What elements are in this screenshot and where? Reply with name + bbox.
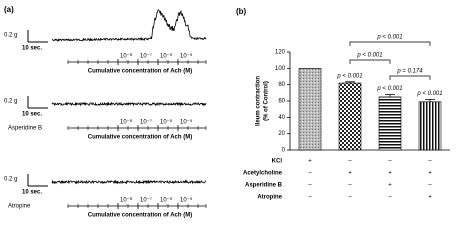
p-value-label: p < 0.001 [416, 91, 442, 97]
p-value-label: p < 0.001 [376, 86, 402, 92]
panel-label: (b) [236, 7, 247, 16]
treatment-cell: – [348, 183, 352, 189]
treatment-cell: – [428, 183, 432, 189]
treatment-cell: – [308, 171, 312, 177]
scale-y-label: 0.2 g [4, 177, 17, 183]
tick-label: 10⁻⁵ [180, 53, 193, 60]
y-tick-label: 120 [275, 50, 286, 56]
scale-x-label: 10 sec. [22, 46, 42, 52]
treatment-cell: – [428, 159, 432, 165]
treatment-cell: + [428, 195, 432, 201]
comparison-bracket [389, 75, 431, 80]
treatment-row-label: Acetylcholine [243, 171, 283, 177]
y-tick-label: 20 [278, 131, 285, 137]
y-axis-label: Ileum contraction [256, 76, 262, 126]
y-tick-label: 40 [278, 115, 285, 121]
bar [338, 82, 362, 151]
treatment-cell: – [348, 159, 352, 165]
treatment-cell: + [388, 183, 392, 189]
trace [51, 9, 207, 42]
scale-x-label: 10 sec. [22, 112, 42, 118]
tick-label: 10⁻⁷ [140, 197, 152, 204]
x-axis-label: Cumulative concentration of Ach (M) [88, 135, 192, 141]
tick-label: 10⁻⁶ [160, 197, 173, 204]
treatment-cell: + [308, 159, 312, 165]
figure: (a) (b) 0.2 g 10 sec. 10⁻⁸ 10⁻⁷ 10⁻⁶ 10⁻⁵ Cumu… [4, 5, 450, 219]
bar [418, 101, 442, 151]
treatment-cell: – [388, 195, 392, 201]
treatment-cell: – [308, 183, 312, 189]
bar [378, 96, 402, 151]
trace [51, 101, 207, 107]
tick-label: 10⁻⁸ [120, 119, 133, 126]
tick-label: 10⁻⁸ [120, 197, 133, 204]
x-axis-label: Cumulative concentration of Ach (M) [88, 213, 192, 219]
comparison-bracket [349, 59, 391, 64]
tick-label: 10⁻⁶ [160, 119, 173, 126]
treatment-cell: – [388, 159, 392, 165]
y-tick-label: 100 [275, 66, 286, 72]
panel-label: (a) [4, 5, 14, 14]
treatment-label: Atropine [8, 204, 31, 210]
scale-y-label: 0.2 g [4, 33, 17, 39]
y-axis-label: (% of Control) [264, 81, 270, 121]
treatment-cell: + [348, 171, 352, 177]
treatment-cell: + [428, 171, 432, 177]
treatment-label: Asperidine B [8, 126, 42, 132]
tick-label: 10⁻⁶ [160, 53, 173, 60]
x-axis-label: Cumulative concentration of Ach (M) [88, 69, 192, 75]
error-bar [385, 94, 395, 97]
trace [51, 179, 206, 185]
error-bar [345, 81, 355, 84]
comparison-label: p < 0.001 [356, 53, 382, 59]
treatment-cell: – [308, 195, 312, 201]
y-tick-label: 60 [278, 99, 285, 105]
treatment-row-label: KCl [272, 159, 283, 165]
y-tick-label: 0 [282, 148, 286, 154]
p-value-label: p < 0.001 [336, 73, 362, 79]
scale-x-label: 10 sec. [22, 190, 42, 196]
tick-label: 10⁻⁸ [120, 53, 133, 60]
scale-y-label: 0.2 g [4, 99, 17, 105]
treatment-row-label: Asperidine B [245, 183, 283, 189]
tick-label: 10⁻⁷ [140, 53, 152, 60]
comparison-bracket [349, 41, 431, 46]
y-tick-label: 80 [278, 82, 285, 88]
bar [298, 68, 322, 151]
comparison-label: p = 0.174 [396, 69, 423, 75]
tick-label: 10⁻⁷ [140, 119, 152, 126]
error-bar [425, 98, 435, 102]
tick-label: 10⁻⁵ [180, 197, 193, 204]
comparison-label: p < 0.001 [376, 35, 402, 41]
treatment-row-label: Atropine [257, 195, 282, 201]
tick-label: 10⁻⁵ [180, 119, 193, 126]
treatment-cell: + [388, 171, 392, 177]
treatment-cell: – [348, 195, 352, 201]
